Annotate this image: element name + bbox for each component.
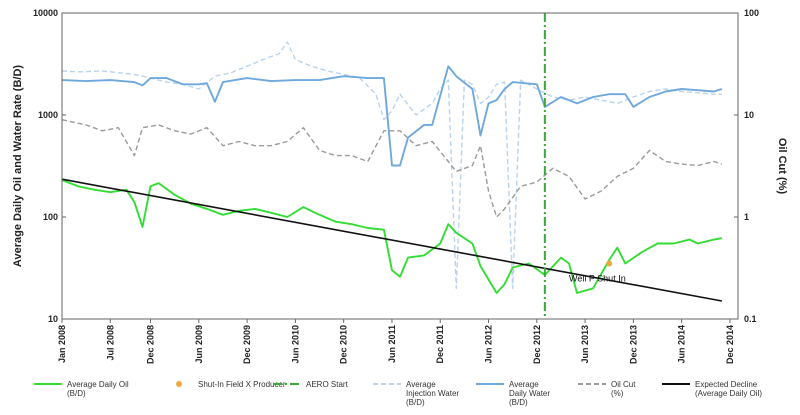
- plot-frame: [61, 12, 739, 320]
- y-axis-title: Average Daily Oil and Water Rate (B/D): [12, 65, 24, 267]
- x-tick-label-5: Jun 2010: [290, 325, 300, 364]
- series-average-daily-water-b-d-line: [61, 65, 723, 167]
- x-tick-label-12: Dec 2013: [628, 325, 638, 364]
- x-tick-label-13: Jun 2014: [677, 325, 687, 364]
- x-tick-label-9: Jun 2012: [484, 325, 494, 364]
- legend-label-average-daily-oil-b-d: Average Daily Oil (B/D): [67, 380, 129, 398]
- series-expected-decline-average-daily-oil-line: [61, 178, 723, 302]
- y2-tick-label-1: 1: [744, 212, 749, 222]
- x-tick-label-3: Jun 2009: [194, 325, 204, 364]
- y2-tick-label-0: 0.1: [744, 314, 757, 324]
- legend-label-average-daily-water-b-d: Average Daily Water (B/D): [509, 380, 550, 407]
- x-tick-label-14: Dec 2014: [725, 325, 735, 364]
- legend-label-oil-cut: Oil Cut (%): [611, 380, 636, 398]
- y-tick-label-2: 1000: [38, 110, 58, 120]
- y-tick-label-0: 10: [48, 314, 58, 324]
- legend-label-shut-in-field-x-producer: Shut-In Field X Producer: [198, 380, 286, 389]
- x-tick-label-10: Dec 2012: [532, 325, 542, 364]
- y2-tick-label-2: 10: [744, 110, 754, 120]
- annotation-well-p-shut-in: Well P Shut In: [569, 273, 626, 283]
- y-axis-ticks: 10 100 1000 10000: [33, 8, 66, 324]
- y2-axis-title: Oil Cut (%): [776, 138, 788, 195]
- x-tick-label-6: Dec 2010: [339, 325, 349, 364]
- series-average-daily-oil-b-d-line: [61, 179, 723, 294]
- series-shut-in-field-x-producer-point-0: [606, 260, 613, 267]
- legend-label-average-injection-water-b-d: Average Injection Water (B/D): [406, 380, 459, 407]
- x-tick-label-8: Dec 2011: [435, 325, 445, 364]
- series-average-injection-water-b-d-line: [61, 41, 722, 289]
- x-tick-label-11: Jun 2013: [580, 325, 590, 364]
- legend-label-expected-decline-average-daily-oil: Expected Decline (Average Daily Oil): [695, 380, 762, 398]
- x-axis-ticks: Jan 2008 Jul 2008 Dec 2008 Jun 2009 Dec 2009…: [57, 319, 735, 364]
- x-tick-label-7: Jun 2011: [387, 325, 397, 363]
- x-tick-label-4: Dec 2009: [242, 325, 252, 364]
- y-tick-label-3: 10000: [33, 8, 58, 18]
- series-oil-cut-line: [61, 119, 723, 218]
- legend-swatch-shut-in-field-x-producer: [176, 381, 182, 387]
- x-tick-label-1: Jul 2008: [105, 325, 115, 361]
- x-tick-label-2: Dec 2008: [146, 325, 156, 364]
- x-tick-label-0: Jan 2008: [57, 325, 67, 363]
- legend: Average Daily Oil (B/D) Shut-In Field X Pr…: [34, 380, 762, 407]
- y2-tick-label-3: 100: [744, 8, 759, 18]
- plot-series-group: [61, 13, 723, 319]
- legend-label-aero-start: AERO Start: [306, 380, 349, 389]
- y2-axis-ticks: 0.1 1 10 100: [734, 8, 759, 324]
- y-tick-label-1: 100: [43, 212, 58, 222]
